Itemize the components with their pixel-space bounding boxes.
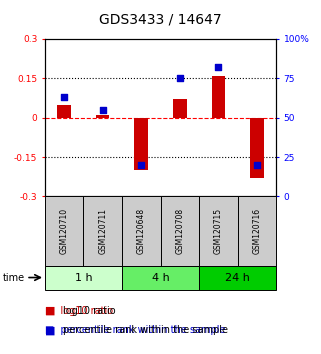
Text: GSM120715: GSM120715 [214, 208, 223, 254]
Bar [83, 196, 122, 266]
Bar [238, 196, 276, 266]
Text: time: time [3, 273, 25, 282]
Text: ■  log10 ratio: ■ log10 ratio [45, 306, 113, 316]
Point [254, 162, 259, 168]
Text: 4 h: 4 h [152, 273, 169, 282]
Point [177, 75, 182, 81]
Bar [199, 196, 238, 266]
Bar [96, 115, 109, 118]
Bar [250, 118, 264, 178]
Text: log10 ratio: log10 ratio [63, 306, 115, 316]
Bar [57, 104, 71, 118]
Bar [45, 196, 83, 266]
Bar [199, 266, 276, 290]
Point [216, 64, 221, 70]
Bar [173, 99, 187, 118]
Text: GSM120711: GSM120711 [98, 208, 107, 254]
Point [100, 107, 105, 113]
Point [62, 95, 67, 100]
Text: GSM120708: GSM120708 [175, 208, 184, 254]
Bar [212, 76, 225, 118]
Text: GSM120710: GSM120710 [60, 208, 69, 254]
Bar [45, 266, 122, 290]
Point [139, 162, 144, 168]
Bar [160, 196, 199, 266]
Text: 24 h: 24 h [225, 273, 250, 282]
Text: GSM120716: GSM120716 [252, 208, 261, 254]
Text: ■: ■ [45, 306, 56, 316]
Bar [122, 266, 199, 290]
Text: ■  percentile rank within the sample: ■ percentile rank within the sample [45, 325, 225, 335]
Text: percentile rank within the sample: percentile rank within the sample [63, 325, 228, 335]
Text: GSM120648: GSM120648 [137, 208, 146, 254]
Bar [122, 196, 160, 266]
Text: GDS3433 / 14647: GDS3433 / 14647 [99, 12, 222, 27]
Bar [134, 118, 148, 170]
Text: 1 h: 1 h [75, 273, 92, 282]
Text: ■: ■ [45, 325, 56, 335]
